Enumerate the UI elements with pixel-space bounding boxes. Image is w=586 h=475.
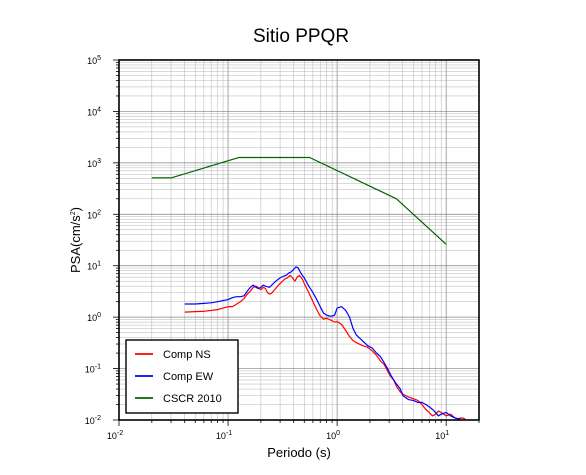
y-tick-label: 100 [87, 312, 101, 323]
x-tick-label: 100 [326, 430, 340, 441]
legend: Comp NS Comp EW CSCR 2010 [125, 339, 239, 414]
y-tick-label: 103 [87, 158, 101, 169]
legend-label: Comp EW [163, 371, 214, 383]
x-tick-exponent: 0 [336, 430, 340, 437]
y-tick-exponent: 1 [97, 261, 101, 268]
plot-frame [118, 59, 480, 421]
x-tick-base: 10 [326, 431, 336, 441]
y-tick-label: 104 [87, 106, 101, 117]
y-tick-base: 10 [87, 107, 97, 117]
y-tick-exponent: -1 [95, 364, 101, 371]
x-tick-label: 10-1 [216, 430, 232, 441]
legend-label: Comp NS [163, 349, 211, 361]
y-tick-exponent: 0 [97, 312, 101, 319]
y-tick-base: 10 [87, 56, 97, 66]
y-tick-label: 10-1 [85, 364, 101, 375]
y-tick-base: 10 [87, 313, 97, 323]
x-tick-base: 10 [435, 431, 445, 441]
x-tick-labels: 10-2 10-1 100 101 [107, 430, 449, 441]
x-tick-label: 101 [435, 430, 449, 441]
series-line-2 [184, 266, 461, 420]
legend-label: CSCR 2010 [163, 393, 222, 405]
x-tick-exponent: 1 [445, 430, 449, 437]
y-axis-label-main: PSA(cm/s [68, 215, 83, 273]
series-layer [151, 156, 466, 420]
y-axis-label: PSA(cm/s2) [68, 207, 83, 273]
y-tick-base: 10 [85, 416, 95, 426]
y-tick-exponent: 5 [97, 55, 101, 62]
series-line-3 [151, 156, 447, 245]
y-tick-label: 105 [87, 55, 101, 66]
y-tick-label: 102 [87, 209, 101, 220]
y-tick-exponent: 3 [97, 158, 101, 165]
x-tick-base: 10 [107, 431, 117, 441]
y-tick-exponent: 4 [97, 106, 101, 113]
x-tick-label: 10-2 [107, 430, 123, 441]
y-tick-base: 10 [87, 159, 97, 169]
x-tick-exponent: -2 [117, 430, 123, 437]
y-tick-label: 101 [87, 261, 101, 272]
chart-title: Sitio PPQR [253, 26, 349, 47]
y-tick-exponent: -2 [95, 415, 101, 422]
y-tick-base: 10 [87, 210, 97, 220]
x-tick-base: 10 [216, 431, 226, 441]
y-tick-base: 10 [85, 365, 95, 375]
y-tick-label: 10-2 [85, 415, 101, 426]
y-tick-base: 10 [87, 262, 97, 272]
y-axis-label-superscript: 2 [70, 211, 77, 215]
y-tick-exponent: 2 [97, 209, 101, 216]
x-axis-label: Periodo (s) [267, 445, 331, 460]
y-axis-label-close: ) [68, 207, 83, 211]
x-tick-exponent: -1 [226, 430, 232, 437]
